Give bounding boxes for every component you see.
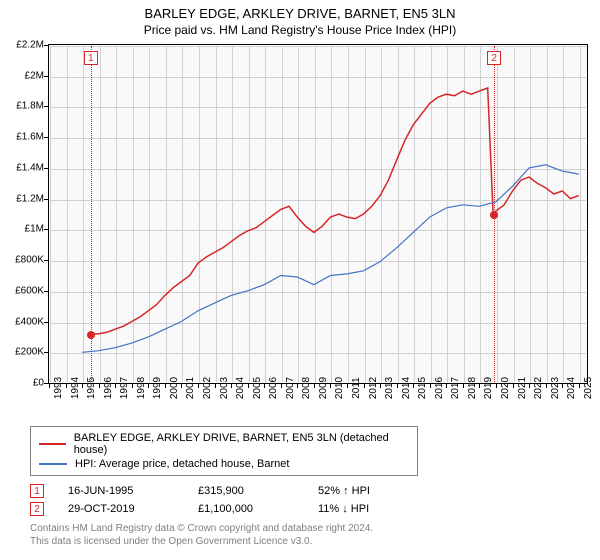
transaction-row: 2 29-OCT-2019£1,100,00011% ↓ HPI [30, 500, 570, 518]
x-axis-label: 2022 [533, 377, 544, 399]
x-axis-label: 2015 [417, 377, 428, 399]
x-axis-label: 2023 [550, 377, 561, 399]
x-axis-label: 2021 [517, 377, 528, 399]
series-property [90, 88, 579, 335]
x-axis-label: 1995 [86, 377, 97, 399]
y-axis-label: £0 [6, 378, 44, 389]
transaction-date: 29-OCT-2019 [68, 503, 198, 515]
x-axis-label: 2005 [252, 377, 263, 399]
legend-label: BARLEY EDGE, ARKLEY DRIVE, BARNET, EN5 3… [74, 432, 409, 456]
y-axis-label: £800K [6, 255, 44, 266]
footer-line1: Contains HM Land Registry data © Crown c… [30, 522, 570, 535]
transaction-price: £1,100,000 [198, 503, 318, 515]
transaction-marker: 2 [30, 502, 44, 516]
series-hpi [82, 165, 579, 352]
legend-item: BARLEY EDGE, ARKLEY DRIVE, BARNET, EN5 3… [39, 431, 409, 457]
x-axis-label: 2001 [185, 377, 196, 399]
x-axis-label: 2018 [467, 377, 478, 399]
x-axis-label: 2009 [318, 377, 329, 399]
x-axis-label: 1994 [70, 377, 81, 399]
footer-line2: This data is licensed under the Open Gov… [30, 535, 570, 548]
chart-area: 12 £0£200K£400K£600K£800K£1M£1.2M£1.4M£1… [48, 44, 588, 404]
transaction-table: 1 16-JUN-1995£315,90052% ↑ HPI 2 29-OCT-201… [30, 482, 570, 518]
x-axis-label: 2025 [583, 377, 594, 399]
transaction-marker: 1 [30, 484, 44, 498]
transaction-row: 1 16-JUN-1995£315,90052% ↑ HPI [30, 482, 570, 500]
y-axis-label: £2.2M [6, 40, 44, 51]
transaction-date: 16-JUN-1995 [68, 485, 198, 497]
x-axis-label: 2008 [301, 377, 312, 399]
transaction-pct: 11% ↓ HPI [318, 503, 438, 515]
y-axis-label: £400K [6, 316, 44, 327]
x-axis-label: 1999 [152, 377, 163, 399]
x-axis-label: 2020 [500, 377, 511, 399]
x-axis-label: 1997 [119, 377, 130, 399]
x-axis-label: 2013 [384, 377, 395, 399]
x-axis-label: 2007 [285, 377, 296, 399]
x-axis-label: 2002 [202, 377, 213, 399]
y-axis-label: £2M [6, 70, 44, 81]
y-axis-label: £600K [6, 285, 44, 296]
y-axis-label: £1M [6, 224, 44, 235]
chart-title: BARLEY EDGE, ARKLEY DRIVE, BARNET, EN5 3… [0, 0, 600, 21]
y-axis-label: £1.4M [6, 162, 44, 173]
x-axis-label: 2016 [434, 377, 445, 399]
transaction-price: £315,900 [198, 485, 318, 497]
x-axis-label: 2014 [401, 377, 412, 399]
footer-text: Contains HM Land Registry data © Crown c… [30, 522, 570, 548]
legend-box: BARLEY EDGE, ARKLEY DRIVE, BARNET, EN5 3… [30, 426, 418, 476]
legend-item: HPI: Average price, detached house, Barn… [39, 457, 409, 471]
x-axis-label: 2000 [169, 377, 180, 399]
y-axis-label: £200K [6, 347, 44, 358]
y-axis-label: £1.8M [6, 101, 44, 112]
x-axis-label: 2024 [566, 377, 577, 399]
transaction-pct: 52% ↑ HPI [318, 485, 438, 497]
chart-subtitle: Price paid vs. HM Land Registry's House … [0, 21, 600, 41]
legend-area: BARLEY EDGE, ARKLEY DRIVE, BARNET, EN5 3… [30, 426, 570, 548]
x-axis-label: 2004 [235, 377, 246, 399]
x-axis-label: 2017 [450, 377, 461, 399]
chart-container: BARLEY EDGE, ARKLEY DRIVE, BARNET, EN5 3… [0, 0, 600, 560]
x-axis-label: 2006 [268, 377, 279, 399]
x-axis-label: 2003 [219, 377, 230, 399]
x-axis-label: 2012 [368, 377, 379, 399]
x-axis-label: 1993 [53, 377, 64, 399]
chart-lines [48, 44, 588, 384]
x-axis-label: 2019 [483, 377, 494, 399]
x-axis-label: 2011 [351, 377, 362, 399]
legend-swatch [39, 443, 66, 445]
x-axis-label: 1998 [136, 377, 147, 399]
y-axis-label: £1.2M [6, 193, 44, 204]
legend-label: HPI: Average price, detached house, Barn… [75, 458, 289, 470]
x-axis-label: 2010 [334, 377, 345, 399]
y-axis-label: £1.6M [6, 132, 44, 143]
legend-swatch [39, 463, 67, 465]
x-axis-label: 1996 [103, 377, 114, 399]
